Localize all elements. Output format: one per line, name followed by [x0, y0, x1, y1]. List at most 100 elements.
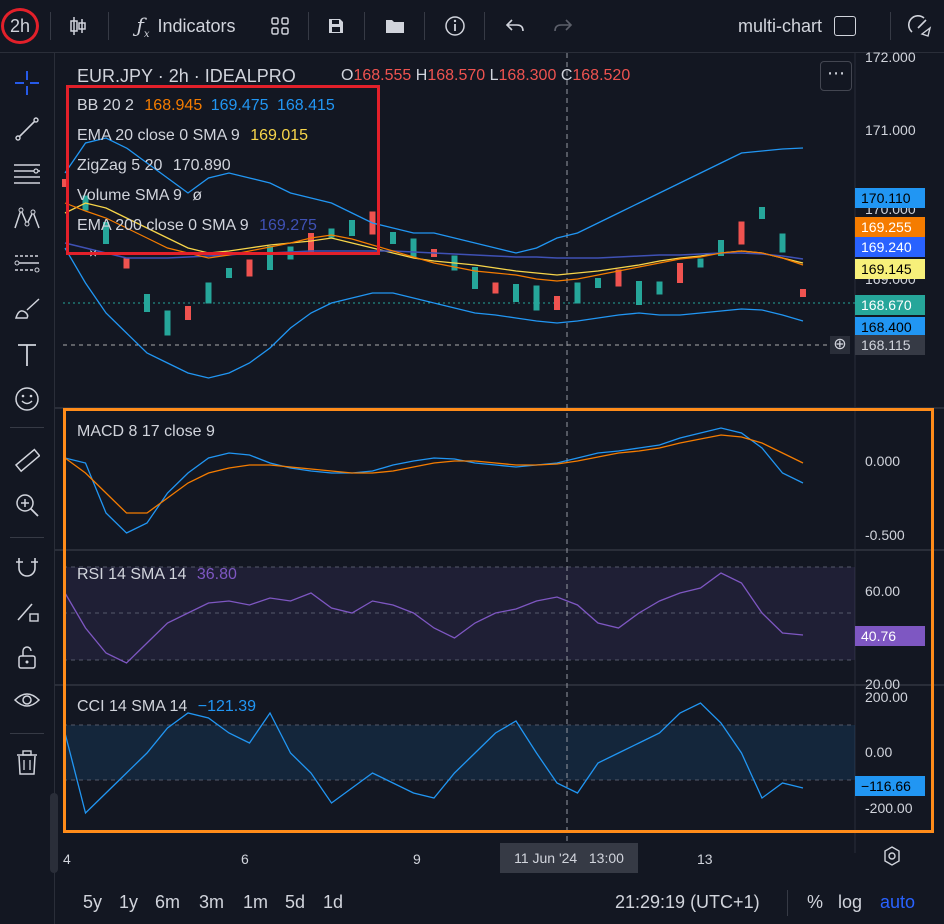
more-options-button[interactable]: ⋯ [820, 61, 852, 91]
crosshair-tool[interactable] [8, 65, 46, 101]
cci-legend[interactable]: CCI 14 SMA 14 −121.39 [77, 698, 256, 716]
legend-ema20[interactable]: EMA 20 close 0 SMA 9 169.015 [77, 127, 308, 145]
visibility-tool[interactable] [8, 683, 46, 719]
text-tool[interactable] [8, 337, 46, 373]
lock-drawing-tool[interactable] [8, 593, 46, 629]
rsi-axis-label: 20.00 [865, 676, 901, 692]
redo-icon [554, 19, 573, 32]
range-6m[interactable]: 6m [155, 892, 181, 912]
candle [185, 306, 191, 320]
price-tag-bb-lower: 168.400 [855, 317, 925, 337]
candle [738, 221, 745, 245]
sidebar-collapse-handle[interactable] [50, 793, 58, 873]
divider [484, 12, 485, 40]
candle [574, 282, 581, 304]
info-button[interactable] [438, 8, 472, 44]
zoom-in-tool[interactable] [8, 487, 46, 523]
ohlc-h-value: 168.570 [427, 67, 486, 84]
candle [656, 281, 663, 295]
emoji-tool[interactable] [8, 381, 46, 417]
rsi-legend[interactable]: RSI 14 SMA 14 36.80 [77, 566, 237, 584]
ema20-value: 169.015 [250, 127, 309, 144]
left-drawing-toolbar [0, 53, 58, 924]
gear-icon [884, 846, 900, 866]
unlock-icon [18, 646, 36, 669]
grid-icon [271, 17, 289, 35]
fx-icon: ƒx [136, 12, 150, 40]
delete-drawings-tool[interactable] [8, 745, 46, 781]
ohlc-readout: O168.555 H168.570 L168.300 C168.520 [341, 67, 630, 85]
eye-icon [13, 693, 41, 707]
open-button[interactable] [378, 8, 412, 44]
legend-volume[interactable]: Volume SMA 9 ø [77, 187, 202, 205]
magnet-tool[interactable] [8, 549, 46, 585]
projection-tool[interactable] [8, 245, 46, 281]
range-3m[interactable]: 3m [199, 892, 225, 912]
candle [308, 233, 314, 253]
price-tag-last: 168.670 [855, 295, 925, 315]
chart-canvas[interactable] [55, 53, 944, 853]
ohlc-o-value: 168.555 [353, 67, 412, 84]
candle [492, 282, 499, 294]
candle [410, 238, 417, 258]
range-1y[interactable]: 1y [119, 892, 139, 912]
horizontal-lines-tool[interactable] [8, 155, 46, 191]
candle-type-button[interactable] [62, 8, 94, 44]
indicators-button[interactable]: ƒx Indicators [122, 8, 250, 44]
xabcd-pattern-icon [14, 207, 40, 229]
price-tag-crosshair: 168.115 [855, 335, 925, 355]
smiley-icon [15, 387, 39, 411]
chart-area[interactable]: EUR.JPY · 2h · IDEALPRO O168.555 H168.57… [55, 49, 944, 873]
range-5y[interactable]: 5y [83, 892, 103, 912]
ruler-tool[interactable] [8, 443, 46, 479]
candle [349, 220, 355, 236]
volume-value: ø [192, 187, 203, 204]
legend-ema200[interactable]: EMA 200 close 0 SMA 9 169.275 [77, 217, 317, 235]
symbol-title[interactable]: EUR.JPY · 2h · IDEALPRO [77, 66, 296, 86]
save-button[interactable] [320, 8, 352, 44]
drawing-mode-button[interactable] [902, 8, 938, 44]
candle [636, 281, 642, 305]
divider [10, 733, 44, 734]
trend-line-icon [15, 117, 39, 141]
redo-button[interactable] [546, 8, 580, 44]
legend-bb[interactable]: BB 20 2 168.945 169.475 168.415 [77, 97, 335, 115]
candle [205, 282, 212, 304]
candle [513, 284, 519, 302]
chart-settings-button[interactable] [881, 845, 907, 871]
candle [800, 289, 806, 297]
cci-axis-label: -200.00 [865, 800, 913, 816]
price-tag-bb-upper: 170.110 [855, 188, 925, 208]
brush-tool[interactable] [8, 291, 46, 327]
info-icon [445, 16, 465, 36]
folder-icon [386, 20, 404, 33]
trend-line-tool[interactable] [8, 111, 46, 147]
multi-chart-button[interactable]: multi-chart [738, 8, 878, 44]
candle [62, 179, 68, 187]
candle [267, 246, 273, 270]
macd-line [64, 427, 804, 534]
macd-legend[interactable]: MACD 8 17 close 9 [77, 423, 215, 440]
candlestick-icon [70, 17, 86, 35]
clock[interactable]: 21:29:19 (UTC+1) [615, 892, 760, 912]
lock-all-tool[interactable] [8, 639, 46, 675]
percent-scale-toggle[interactable]: % [807, 892, 824, 912]
range-1m[interactable]: 1m [243, 892, 269, 912]
pattern-tool[interactable] [8, 201, 46, 237]
legend-zigzag[interactable]: ZigZag 5 20 170.890 [77, 157, 231, 175]
crosshair-add-button[interactable]: ⊕ [830, 336, 850, 354]
rsi-value: 36.80 [196, 566, 237, 583]
macd-signal-line [64, 434, 804, 514]
log-scale-toggle[interactable]: log [838, 892, 863, 912]
auto-scale-toggle[interactable]: auto [880, 892, 916, 912]
time-axis-label: 9 [413, 851, 421, 867]
cci-value-tag: −116.66 [855, 776, 925, 796]
ohlc-c-label: C [560, 67, 573, 84]
candle [103, 222, 109, 244]
layout-templates-button[interactable] [264, 8, 296, 44]
pencil-lock-icon [17, 603, 39, 622]
undo-button[interactable] [498, 8, 532, 44]
range-5d[interactable]: 5d [285, 892, 306, 912]
candle [697, 258, 704, 268]
range-1d[interactable]: 1d [323, 892, 344, 912]
